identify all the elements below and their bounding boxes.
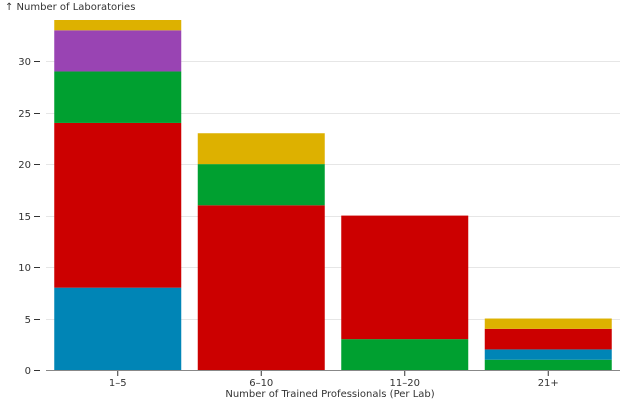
- x-ticks: 1–5 6–10 11–20 21+: [109, 371, 559, 389]
- bar-segment: [54, 20, 182, 31]
- y-tick-label: 5: [25, 315, 31, 326]
- y-tick-label: 0: [25, 366, 31, 377]
- bar-segment: [341, 215, 469, 340]
- x-tick-label: 6–10: [249, 378, 273, 389]
- x-tick-label: 1–5: [109, 378, 127, 389]
- bar-segment: [197, 164, 325, 206]
- bar-segment: [484, 359, 612, 370]
- x-axis-title: Number of Trained Professionals (Per Lab…: [225, 389, 434, 400]
- x-tick-label: 11–20: [390, 378, 420, 389]
- x-tick-label: 21+: [538, 378, 559, 389]
- bar-segment: [197, 133, 325, 165]
- y-tick-label: 10: [18, 263, 31, 274]
- bar-segment: [54, 287, 182, 370]
- bar-segment: [54, 71, 182, 123]
- y-tick-label: 30: [18, 57, 31, 68]
- y-tick-label: 25: [18, 109, 31, 120]
- bar-segment: [484, 318, 612, 329]
- bar-segment: [54, 122, 182, 288]
- bar-segment: [484, 328, 612, 350]
- bar-segment: [197, 205, 325, 370]
- y-tick-label: 20: [18, 160, 31, 171]
- y-axis-title: ↑ Number of Laboratories: [5, 2, 135, 13]
- y-ticks: 0 5 10 15 20 25 30: [18, 57, 40, 377]
- y-tick-label: 15: [18, 212, 31, 223]
- bars: [54, 20, 612, 370]
- bar-segment: [54, 30, 182, 72]
- bar-segment: [484, 349, 612, 360]
- bar-segment: [341, 339, 469, 370]
